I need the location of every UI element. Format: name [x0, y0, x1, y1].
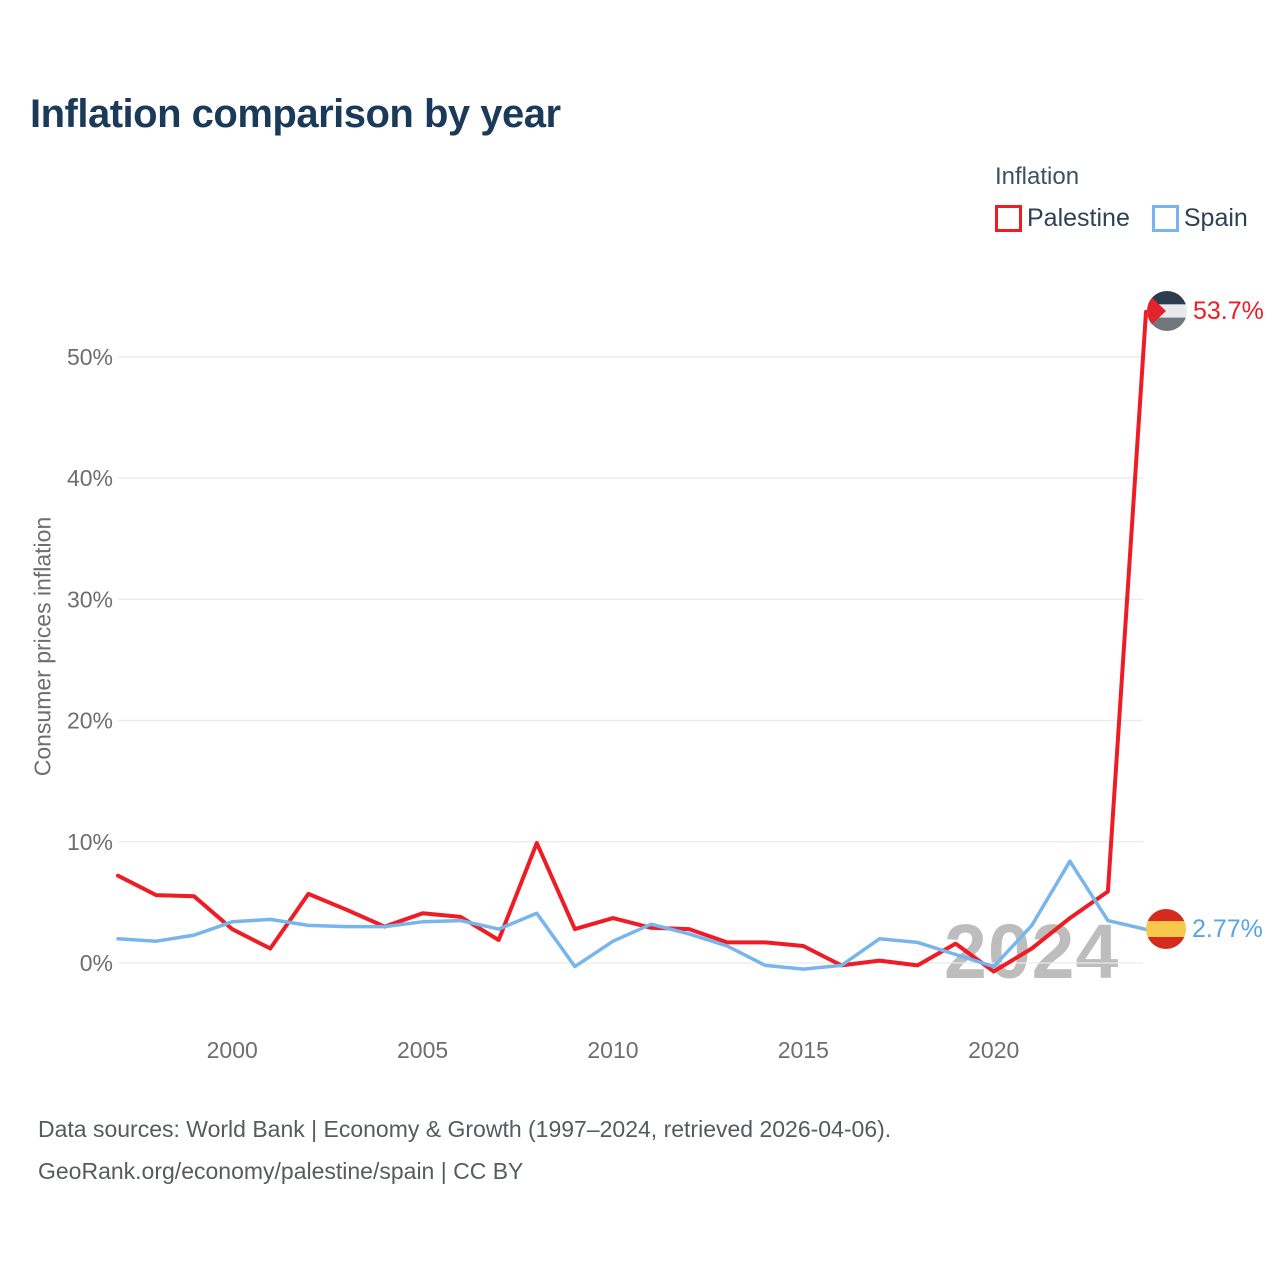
legend: Inflation Palestine Spain [995, 163, 1248, 233]
x-tick-label: 2015 [778, 1037, 829, 1063]
footer-attribution: GeoRank.org/economy/palestine/spain | CC… [38, 1158, 524, 1184]
spain-swatch-icon [1151, 205, 1179, 232]
palestine-line[interactable] [116, 309, 1153, 974]
legend-label-spain: Spain [1183, 204, 1248, 232]
legend-item-palestine[interactable]: Palestine [995, 204, 1130, 233]
spain-line[interactable] [116, 859, 1153, 971]
legend-title: Inflation [995, 163, 1080, 190]
footer: Data sources: World Bank | Economy & Gro… [38, 1108, 891, 1192]
x-tick-label: 2020 [968, 1037, 1019, 1063]
y-tick-label: 30% [67, 586, 113, 612]
y-tick-label: 10% [67, 829, 113, 855]
legend-label-palestine: Palestine [1027, 204, 1130, 232]
end-label-spain: 2.77% [1146, 909, 1263, 949]
palestine-swatch-icon [995, 205, 1022, 232]
footer-sources: Data sources: World Bank | Economy & Gro… [38, 1116, 892, 1142]
spain-value-label: 2.77% [1192, 914, 1263, 943]
spain-flag-icon [1146, 909, 1186, 949]
legend-items: Palestine Spain [995, 204, 1248, 233]
x-tick-label: 2005 [397, 1037, 448, 1063]
y-tick-label: 20% [67, 708, 113, 734]
end-label-palestine: 53.7% [1147, 291, 1264, 331]
x-tick-label: 2000 [207, 1037, 258, 1063]
palestine-value-label: 53.7% [1193, 296, 1264, 325]
y-tick-label: 0% [80, 950, 113, 976]
y-tick-label: 50% [67, 344, 113, 370]
legend-item-spain[interactable]: Spain [1151, 204, 1248, 233]
palestine-flag-icon [1147, 291, 1187, 331]
x-tick-label: 2010 [587, 1037, 638, 1063]
page-title: Inflation comparison by year [30, 92, 561, 136]
y-tick-label: 40% [67, 465, 113, 491]
